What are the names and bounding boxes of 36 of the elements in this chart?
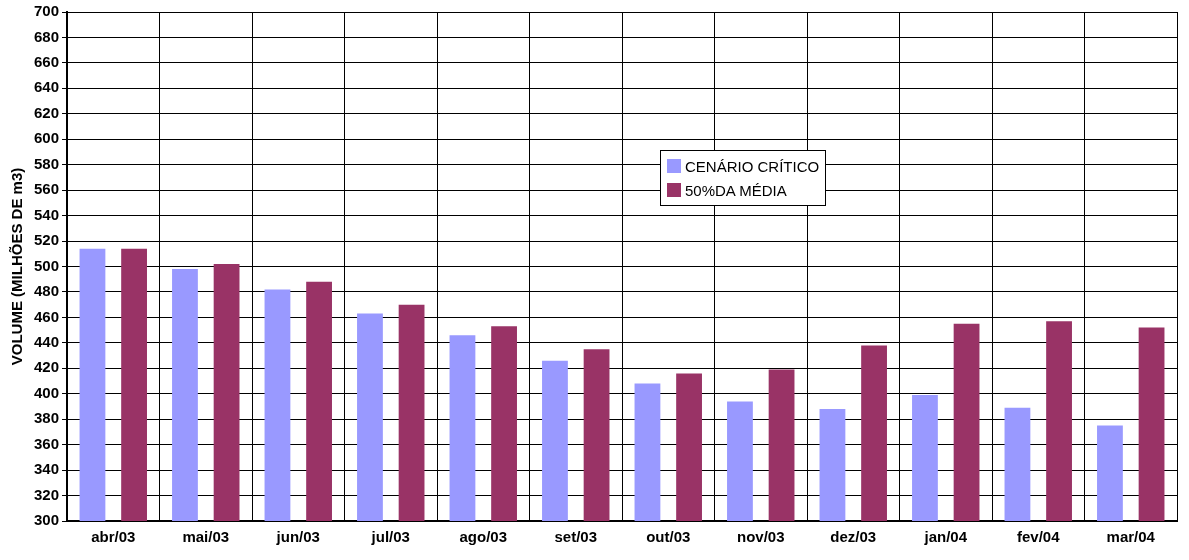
legend-label: 50%DA MÉDIA [685, 181, 787, 199]
x-tick-label: jun/03 [275, 528, 320, 546]
x-tick-label: out/03 [646, 528, 691, 546]
y-tick-label: 300 [34, 511, 60, 529]
y-tick-label: 660 [34, 53, 60, 71]
y-tick-label: 540 [34, 205, 60, 223]
y-tick-label: 340 [34, 460, 60, 478]
y-tick-label: 520 [34, 231, 60, 249]
x-tick-label: ago/03 [459, 528, 508, 546]
y-tick-label: 500 [34, 256, 60, 274]
x-tick-label: mai/03 [182, 528, 230, 546]
y-tick-label: 400 [34, 383, 60, 401]
y-tick-label: 440 [34, 332, 60, 350]
y-tick-label: 480 [34, 282, 60, 300]
y-tick-label: 580 [34, 154, 60, 172]
y-tick-label: 620 [34, 103, 60, 121]
x-tick-label: set/03 [554, 528, 598, 546]
y-tick-label: 360 [34, 434, 60, 452]
x-tick-label: dez/03 [830, 528, 877, 546]
x-tick-label: jan/04 [923, 528, 968, 546]
y-tick-label: 560 [34, 180, 60, 198]
y-axis-title: VOLUME (MILHÕES DE m3) [8, 167, 26, 366]
y-tick-label: 320 [34, 485, 60, 503]
x-tick-label: fev/04 [1016, 528, 1061, 546]
x-tick-label: nov/03 [736, 528, 785, 546]
x-tick-label: jul/03 [370, 528, 410, 546]
y-tick-label: 600 [34, 129, 60, 147]
y-tick-label: 680 [34, 27, 60, 45]
x-tick-label: mar/04 [1106, 528, 1156, 546]
y-tick-label: 700 [34, 2, 60, 20]
y-tick-label: 460 [34, 307, 60, 325]
y-tick-label: 380 [34, 409, 60, 427]
x-tick-label: abr/03 [91, 528, 136, 546]
y-tick-label: 420 [34, 358, 60, 376]
legend-label: CENÁRIO CRÍTICO [685, 157, 820, 175]
y-tick-label: 640 [34, 78, 60, 96]
